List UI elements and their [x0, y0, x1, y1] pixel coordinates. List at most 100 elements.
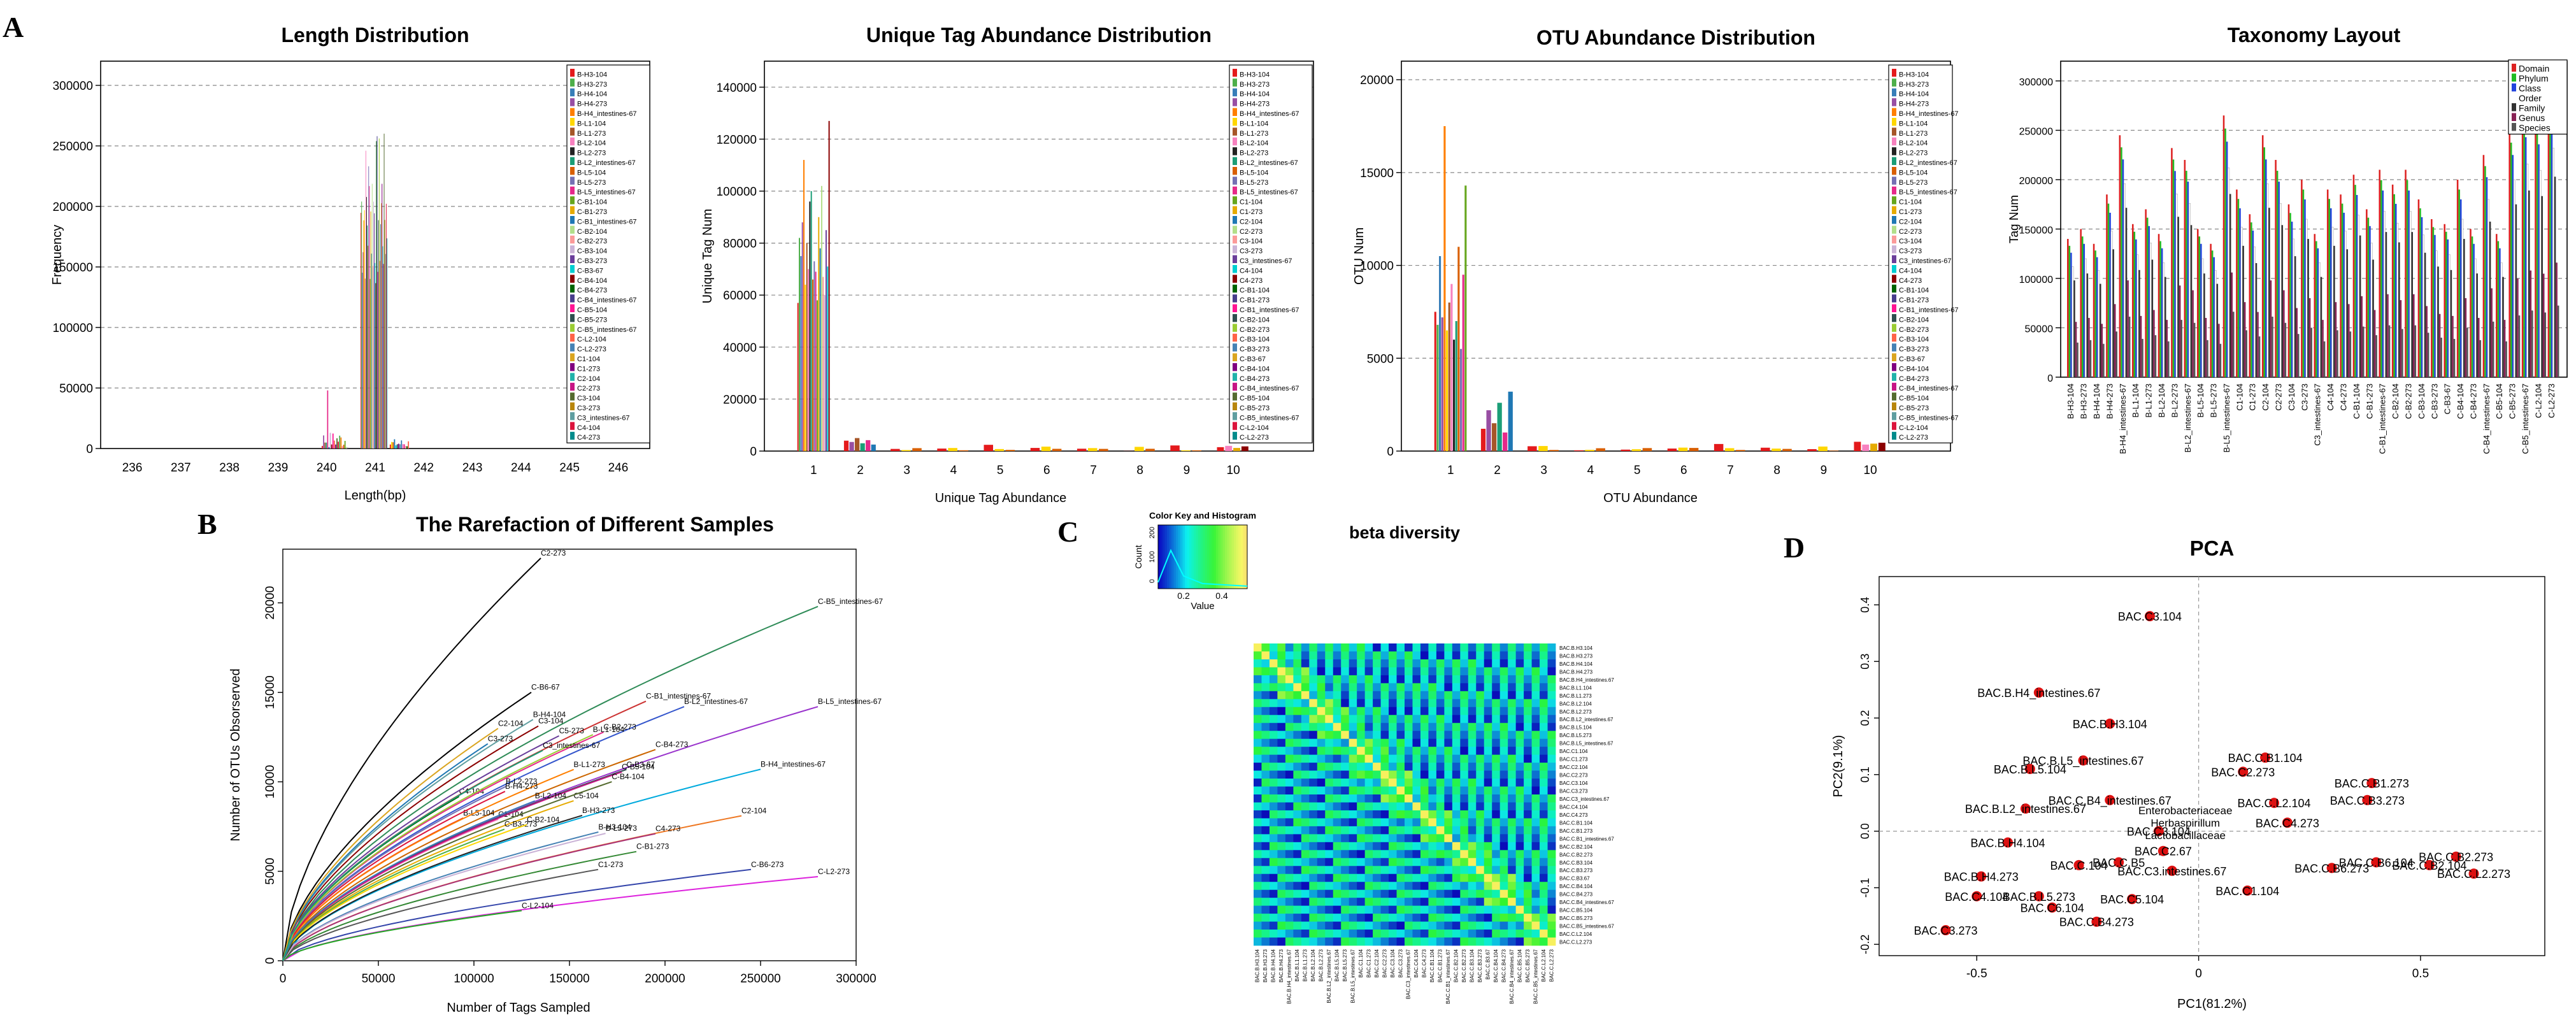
- otu-legend-label: C3_intestines-67: [1899, 257, 1952, 265]
- otu-bar: [1818, 446, 1828, 451]
- rare-curve: [282, 734, 594, 961]
- pca-point-label: BAC.B.L5.104: [1994, 763, 2066, 776]
- tax-bar: [2224, 128, 2226, 377]
- beta-heatmap-cell: [1540, 937, 1548, 946]
- beta-heatmap-cell: [1293, 667, 1302, 676]
- beta-heatmap-cell: [1364, 858, 1373, 866]
- unique-legend-label: B-H4-273: [1240, 101, 1270, 108]
- rare-curve: [282, 605, 819, 961]
- length-bar: [408, 441, 410, 449]
- beta-heatmap-cell: [1540, 691, 1548, 700]
- beta-colorkey-cell: [1238, 525, 1241, 589]
- beta-heatmap-cell: [1317, 914, 1326, 922]
- pca-point-label: BAC.C.B3.273: [2330, 794, 2405, 807]
- beta-heatmap-cell: [1254, 898, 1262, 907]
- beta-heatmap-cell: [1341, 691, 1350, 700]
- beta-heatmap-cell: [1277, 747, 1286, 756]
- beta-heatmap-cell: [1484, 873, 1492, 882]
- tax-bar: [2211, 250, 2214, 377]
- beta-heatmap-cell: [1277, 683, 1286, 692]
- beta-heatmap-cell: [1547, 921, 1556, 930]
- tax-bar: [2163, 262, 2165, 378]
- beta-colorkey-cell: [1169, 525, 1172, 589]
- beta-heatmap-cell: [1380, 802, 1389, 811]
- beta-colorkey-cell: [1216, 525, 1219, 589]
- tax-xtick-label: C-B3-67: [2443, 384, 2452, 414]
- beta-heatmap-cell: [1508, 802, 1517, 811]
- beta-heatmap-cell: [1333, 786, 1342, 795]
- beta-heatmap-cell: [1293, 794, 1302, 803]
- unique-bar: [1241, 446, 1249, 451]
- beta-heatmap-cell: [1531, 747, 1540, 756]
- beta-heatmap-cell: [1364, 754, 1373, 763]
- beta-heatmap-cell: [1333, 921, 1342, 930]
- length-ytick-label: 0: [86, 443, 93, 456]
- pca-point-label: BAC.C.B1.104: [2228, 752, 2303, 765]
- beta-heatmap-cell: [1540, 699, 1548, 708]
- otu-bar: [1434, 312, 1436, 451]
- tax-bar: [2093, 243, 2095, 377]
- beta-heatmap-cell: [1293, 905, 1302, 914]
- beta-heatmap-cell: [1484, 898, 1492, 907]
- beta-heatmap-cell: [1357, 667, 1366, 676]
- beta-heatmap-cell: [1436, 930, 1445, 938]
- beta-heatmap-cell: [1499, 786, 1508, 795]
- pca-point: [2105, 718, 2115, 729]
- tax-legend-swatch: [2512, 64, 2516, 72]
- tax-bar: [2361, 296, 2363, 377]
- pca-point-label: BAC.C2.67: [2135, 845, 2192, 858]
- length-legend-swatch: [570, 137, 575, 146]
- beta-heatmap-cell: [1540, 930, 1548, 938]
- length-bar: [396, 444, 398, 449]
- beta-heatmap-cell: [1420, 842, 1429, 851]
- beta-heatmap-cell: [1301, 707, 1310, 715]
- beta-heatmap-cell: [1277, 731, 1286, 740]
- beta-heatmap-cell: [1460, 707, 1469, 715]
- unique-bar: [801, 222, 803, 451]
- beta-heatmap-cell: [1373, 842, 1381, 851]
- beta-heatmap-cell: [1531, 866, 1540, 875]
- beta-heatmap-cell: [1380, 691, 1389, 700]
- beta-heatmap-cell: [1341, 905, 1350, 914]
- beta-heatmap-cell: [1317, 826, 1326, 835]
- beta-heatmap-cell: [1396, 834, 1405, 843]
- beta-heatmap-cell: [1468, 905, 1477, 914]
- beta-heatmap-cell: [1254, 786, 1262, 795]
- beta-heatmap-cell: [1405, 930, 1413, 938]
- beta-heatmap-cell: [1269, 770, 1278, 779]
- beta-row-label: BAC.B.L5.273: [1559, 733, 1592, 738]
- beta-heatmap-cell: [1269, 794, 1278, 803]
- beta-heatmap-cell: [1412, 914, 1421, 922]
- beta-heatmap-cell: [1309, 937, 1318, 946]
- beta-heatmap-cell: [1364, 866, 1373, 875]
- beta-heatmap-cell: [1540, 850, 1548, 859]
- beta-heatmap-cell: [1405, 667, 1413, 676]
- beta-heatmap-cell: [1333, 643, 1342, 652]
- beta-heatmap-cell: [1531, 722, 1540, 731]
- tax-bar: [2549, 104, 2551, 377]
- beta-heatmap-cell: [1269, 763, 1278, 771]
- otu-bar: [1714, 443, 1724, 451]
- beta-heatmap-cell: [1428, 675, 1437, 684]
- beta-heatmap-cell: [1396, 921, 1405, 930]
- beta-heatmap-cell: [1524, 770, 1532, 779]
- beta-heatmap-cell: [1468, 866, 1477, 875]
- otu-legend-swatch: [1892, 118, 1896, 126]
- beta-heatmap-cell: [1452, 643, 1461, 652]
- beta-heatmap-cell: [1261, 802, 1270, 811]
- beta-heatmap-cell: [1380, 834, 1389, 843]
- otu-legend-swatch: [1892, 69, 1896, 77]
- beta-heatmap-cell: [1428, 873, 1437, 882]
- beta-heatmap-cell: [1357, 898, 1366, 907]
- beta-heatmap-cell: [1499, 699, 1508, 708]
- beta-heatmap-cell: [1389, 786, 1397, 795]
- tax-bar: [2366, 209, 2368, 377]
- beta-heatmap-cell: [1468, 763, 1477, 771]
- beta-heatmap-cell: [1269, 802, 1278, 811]
- beta-heatmap-cell: [1261, 651, 1270, 660]
- beta-heatmap-cell: [1357, 722, 1366, 731]
- beta-heatmap-cell: [1254, 921, 1262, 930]
- beta-heatmap-cell: [1499, 873, 1508, 882]
- tax-xtick-label: C2-273: [2274, 384, 2284, 411]
- beta-heatmap-cell: [1428, 866, 1437, 875]
